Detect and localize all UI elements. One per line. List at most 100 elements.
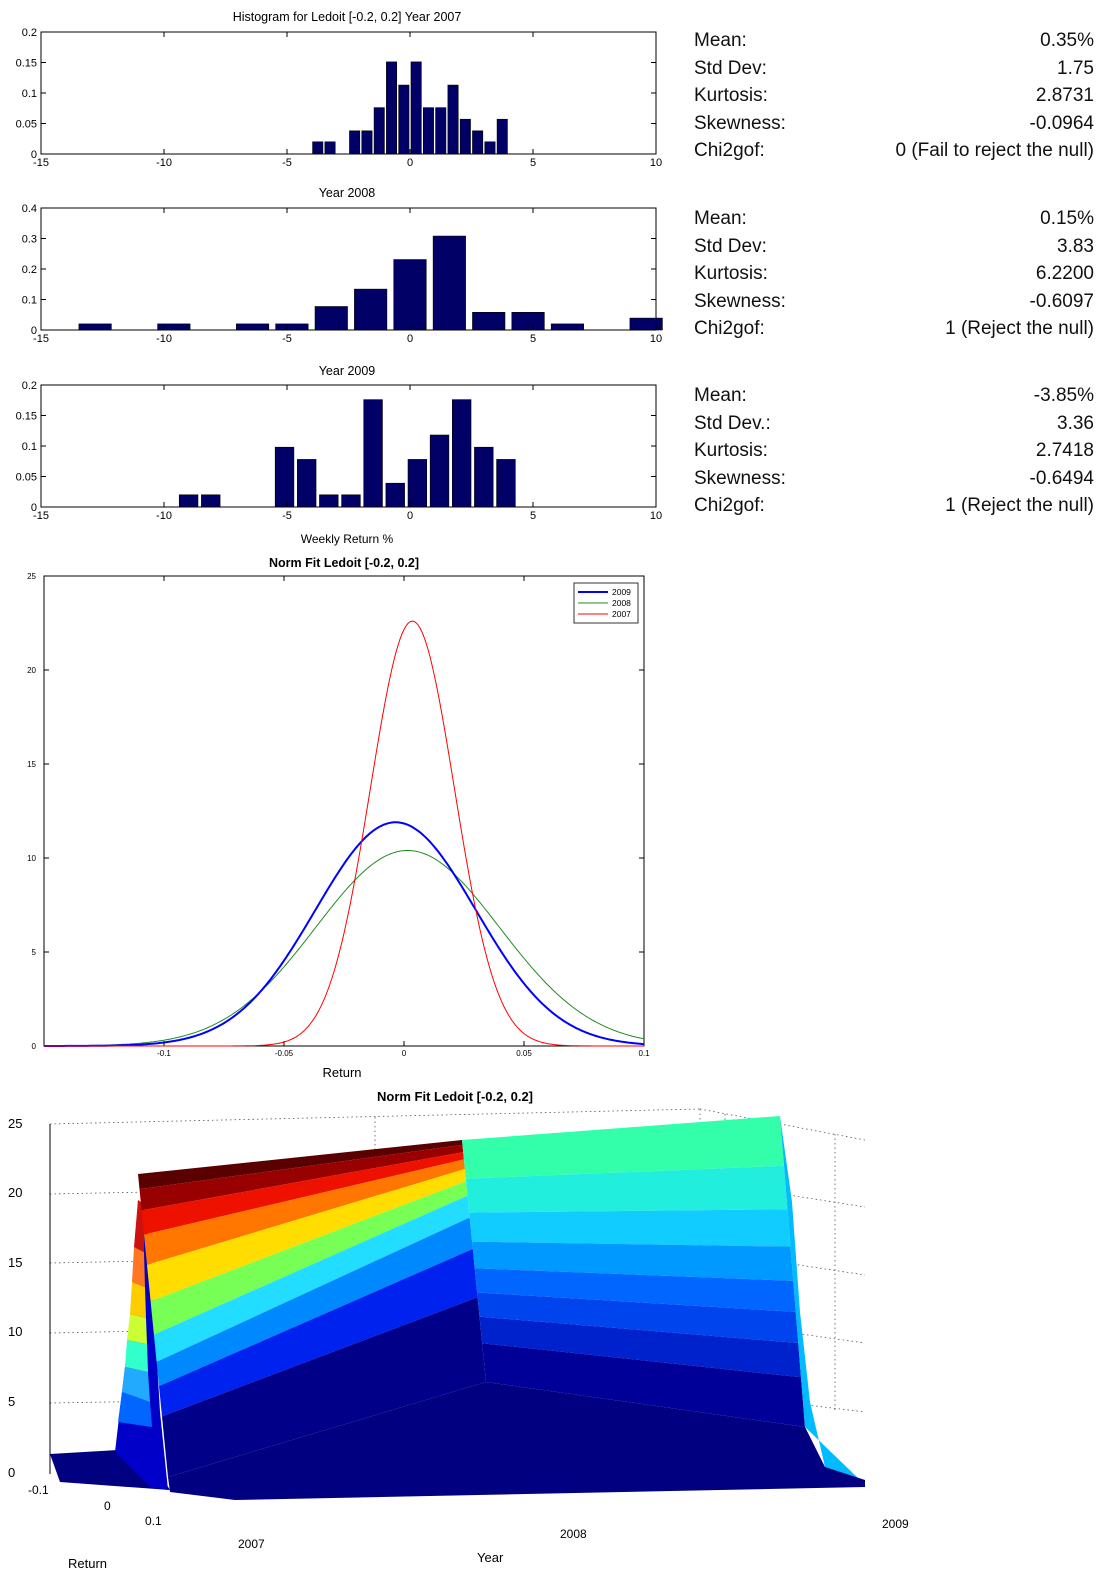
y-tick-label: 0.05 [16,119,37,131]
histogram-bar [319,494,339,508]
x-axis-label: Return [322,1065,361,1080]
histogram-bar [474,446,494,508]
stat-label: Chi2gof: [694,140,765,161]
stat-value: 0 (Fail to reject the null) [895,140,1094,161]
surface-band-2007-2008 [139,1144,464,1211]
histogram-bar [393,259,427,331]
surface-floor [168,1382,865,1500]
histogram-bar [275,323,309,331]
x-tick-label: 5 [530,157,536,169]
y-tick-label: 0.4 [22,203,37,215]
x-tick-label: 0 [407,333,413,345]
stat-row-chi2gof: Chi2gof: 1 (Reject the null) [694,315,1094,343]
surface-band-2008-2009 [479,1316,801,1378]
histogram-bar [201,494,221,508]
stat-row-kurtosis: Kurtosis: 2.7418 [694,437,1094,465]
histogram-bar [472,312,506,331]
legend-label-2008: 2008 [612,598,631,608]
stats-block-2007: Mean: 0.35% Std Dev: 1.75 Kurtosis: 2.8731 … [694,27,1094,165]
y-tick-label: 0.15 [16,411,37,423]
surface-front-band-3 [125,1340,148,1372]
stat-value: 6.2200 [1035,263,1094,284]
x-axis-label: Return [68,1556,107,1571]
histogram-bar [410,61,422,155]
histogram-bar [432,235,466,331]
series-line-2008 [44,850,645,1047]
z-tick-label: 0 [8,1465,15,1480]
histogram-2008-chart: Year 2008 -15 -10 -5 0 5 10 0 0.1 0.2 0.3 0.4 [22,186,663,345]
surface-front-band-7 [134,1200,144,1252]
surface-front-band-2 [122,1367,150,1402]
surface-band-2007-2008 [147,1169,467,1302]
y-tick-label: 5 [32,948,37,957]
stat-row-skewness: Skewness: -0.6097 [694,288,1094,316]
histogram-bar [496,459,516,508]
stat-value: -3.85% [1033,385,1094,406]
histogram-bar [472,130,484,155]
histogram-bar [324,141,336,155]
histogram-bar [398,84,410,155]
surface-band-2008-2009 [462,1116,784,1179]
y-tick-label: 0 [31,502,37,514]
surface-band-2008-2009 [472,1241,794,1281]
surface-band-2008-2009 [482,1343,805,1427]
stat-value: 3.83 [1057,235,1094,257]
x-tick-label: 0.1 [145,1514,162,1528]
stat-label: Kurtosis: [694,263,768,284]
stat-row-kurtosis: Kurtosis: 2.8731 [694,82,1094,110]
stat-value: -0.0964 [1029,112,1094,134]
norm-fit-3d-surface-chart: Norm Fit Ledoit [-0.2, 0.2] [8,1089,909,1571]
plot-frame [40,207,657,331]
stat-value: 1 (Reject the null) [945,318,1094,339]
surface-band-2007-2008 [159,1248,478,1417]
surface-band-2007-2008 [141,1152,464,1235]
legend: 2009 2008 2007 [573,582,639,624]
x-tick-label: 10 [650,333,662,345]
surface-front-band-6 [132,1247,145,1287]
histogram-bar [459,118,471,155]
y-tick-label: 0.1 [22,295,37,307]
y-tick-label: 0.2 [22,380,37,392]
histogram-bar [550,323,584,331]
histogram-bar [373,107,385,155]
stat-label: Skewness: [694,112,786,134]
plot-frame [43,575,645,1047]
stat-label: Kurtosis: [694,440,768,461]
stat-row-std-dev: Std Dev.: 3.36 [694,410,1094,438]
stat-row-chi2gof: Chi2gof: 1 (Reject the null) [694,492,1094,520]
histogram-bar [361,130,373,155]
histogram-2007-chart: Histogram for Ledoit [-0.2, 0.2] Year 20… [16,10,663,169]
x-tick-label: -0.1 [157,1049,171,1058]
stat-row-std-dev: Std Dev: 1.75 [694,55,1094,83]
surface-band-2007-2008 [138,1140,463,1190]
y-tick-label: 0.1 [22,441,37,453]
surface-band-2007-2008 [162,1297,486,1477]
histogram-bar [484,141,496,155]
histogram-bar [496,118,508,155]
surface-front-band-5 [130,1282,146,1318]
x-tick-label: -15 [33,333,49,345]
stat-value: 3.36 [1057,412,1094,434]
chart-title: Year 2009 [319,364,376,378]
stat-value: 1 (Reject the null) [945,495,1094,516]
x-tick-label: -10 [156,333,172,345]
x-tick-label: -0.1 [28,1483,49,1497]
y-tick-label: 25 [27,572,36,581]
chart-title: Histogram for Ledoit [-0.2, 0.2] Year 20… [233,10,462,24]
stat-label: Kurtosis: [694,85,768,106]
histogram-bar [435,107,447,155]
surface-band-2008-2009 [477,1292,799,1344]
surface-band-2008-2009 [474,1268,796,1312]
y-tick-label: 0.05 [16,472,37,484]
x-tick-label: -5 [282,157,292,169]
legend-label-2007: 2007 [612,609,631,619]
legend-label-2009: 2009 [612,587,631,597]
histogram-2009-chart: Year 2009 Weekly Return % -15 -10 -5 0 5 10 0 0… [16,364,663,546]
histogram-bar [422,107,434,155]
stats-block-2009: Mean: -3.85% Std Dev.: 3.36 Kurtosis: 2.741… [694,382,1094,520]
stat-label: Skewness: [694,290,786,312]
stat-label: Chi2gof: [694,318,765,339]
surface [50,1200,170,1490]
z-tick-label: 25 [8,1116,22,1131]
